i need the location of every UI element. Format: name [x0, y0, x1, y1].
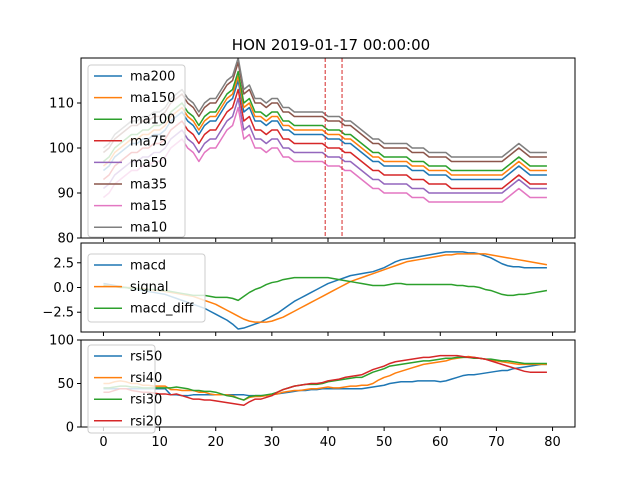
y-tick-label: 110	[49, 97, 74, 112]
y-tick-label: 90	[57, 187, 74, 202]
legend-label-ma75: ma75	[130, 134, 167, 149]
x-tick-label: 50	[376, 435, 393, 450]
legend-label-rsi50: rsi50	[130, 350, 162, 365]
x-tick-label: 10	[151, 435, 168, 450]
legend: ma200 ma150 ma100 ma75 ma50 ma35 ma15 ma10	[87, 64, 186, 238]
y-tick-label: 100	[49, 334, 74, 349]
chart-panels: 8090100110ma200ma150ma100ma75ma50ma35ma1…	[42, 57, 576, 450]
panel-1: 80 90 100 110 ma200 ma150 ma100 ma75 ma50 ma35 ma1…	[49, 57, 576, 247]
legend-label-signal: signal	[130, 280, 168, 295]
x-tick-label: 30	[264, 435, 281, 450]
y-tick-label: 2.5	[53, 256, 74, 271]
panel-2: −2.5 0.0 2.5 macd signal macd_diff	[42, 242, 576, 336]
legend-label-ma35: ma35	[130, 178, 167, 193]
legend-label-rsi20: rsi20	[130, 414, 162, 429]
legend: macd signal macd_diff	[87, 253, 206, 323]
legend-label-ma100: ma100	[130, 113, 175, 128]
legend-label-ma10: ma10	[130, 221, 167, 236]
legend-label-macd: macd	[130, 259, 166, 274]
legend-label-rsi30: rsi30	[130, 393, 162, 408]
legend-label-ma200: ma200	[130, 70, 175, 85]
y-tick-label: −2.5	[42, 306, 74, 321]
legend-label-rsi40: rsi40	[130, 371, 162, 386]
y-tick-label: 80	[57, 232, 74, 247]
series-line-rsi50	[103, 363, 547, 397]
y-tick-label: 0	[66, 421, 74, 436]
x-tick-label: 20	[207, 435, 224, 450]
y-tick-label: 0.0	[53, 281, 74, 296]
x-tick-label: 0	[99, 435, 107, 450]
x-tick-label: 70	[488, 435, 505, 450]
y-tick-label: 50	[57, 377, 74, 392]
legend-label-ma15: ma15	[130, 199, 167, 214]
series-line-rsi20	[103, 354, 547, 406]
x-tick-label: 40	[320, 435, 337, 450]
legend: rsi50 rsi40 rsi30 rsi20	[87, 344, 162, 434]
chart-title: HON 2019-01-17 00:00:00	[232, 36, 430, 54]
legend-label-macd_diff: macd_diff	[130, 302, 194, 317]
x-tick-label: 60	[432, 435, 449, 450]
legend-label-ma50: ma50	[130, 156, 167, 171]
y-tick-label: 100	[49, 142, 74, 157]
x-tick-label: 80	[544, 435, 561, 450]
series-group	[103, 354, 547, 406]
legend-label-ma150: ma150	[130, 91, 175, 106]
